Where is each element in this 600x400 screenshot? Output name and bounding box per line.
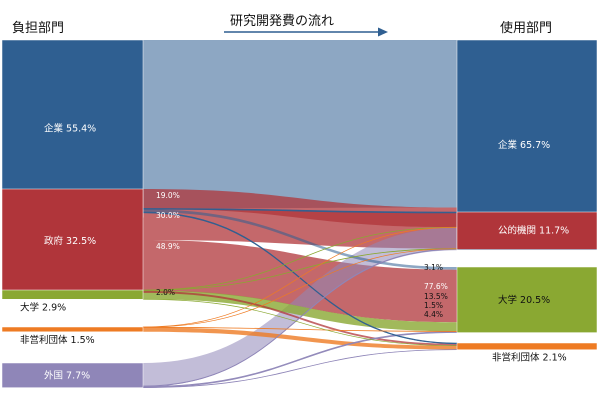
link-nonprofit-to-nonprofit	[143, 327, 457, 350]
inflow-share-label: 1.5%	[424, 301, 443, 310]
source-node-government	[1, 188, 144, 294]
target-label-public: 公的機関 11.7%	[498, 225, 569, 237]
target-node-university	[456, 266, 598, 333]
source-label-foreign: 外国 7.7%	[44, 369, 90, 381]
source-label-university: 大学 2.9%	[20, 301, 66, 313]
link-company-to-university	[143, 209, 457, 270]
target-node-public	[456, 211, 598, 250]
source-header: 負担部門	[12, 21, 64, 36]
flow-arrow-icon	[224, 27, 388, 37]
source-node-foreign	[1, 362, 144, 388]
link-company-to-company	[143, 40, 457, 209]
inflow-share-label: 77.6%	[424, 282, 448, 291]
source-node-company	[1, 39, 144, 218]
source-node-university	[1, 289, 144, 300]
source-label-company: 企業 55.4%	[44, 123, 96, 135]
link-university-to-university	[143, 290, 457, 332]
flow-links	[142, 40, 458, 388]
target-label-company: 企業 65.7%	[498, 139, 550, 151]
target-label-university: 大学 20.5%	[498, 294, 550, 306]
labels: 企業 55.4% 政府 32.5% 大学 2.9% 非営利団体 1.5% 外国 7.7%…	[20, 123, 569, 382]
target-label-nonprofit: 非営利団体 2.1%	[492, 352, 567, 364]
flow-header: 研究開発費の流れ	[230, 14, 334, 29]
target-node-nonprofit	[456, 342, 598, 350]
link-government-to-company	[143, 189, 457, 228]
link-share-label: 19.0%	[156, 191, 180, 200]
source-label-government: 政府 32.5%	[44, 235, 96, 247]
link-share-label: 2.0%	[156, 288, 175, 297]
inflow-share-label: 3.1%	[424, 263, 443, 272]
link-government-to-university	[143, 239, 457, 323]
source-label-nonprofit: 非営利団体 1.5%	[20, 334, 95, 346]
source-node-nonprofit	[1, 326, 144, 333]
link-share-label: 48.9%	[156, 242, 180, 251]
nodes	[1, 39, 598, 388]
link-share-label: 30.0%	[156, 211, 180, 220]
inflow-share-label: 4.4%	[424, 310, 443, 319]
target-header: 使用部門	[500, 20, 552, 36]
inflow-share-label: 13.5%	[424, 292, 448, 301]
